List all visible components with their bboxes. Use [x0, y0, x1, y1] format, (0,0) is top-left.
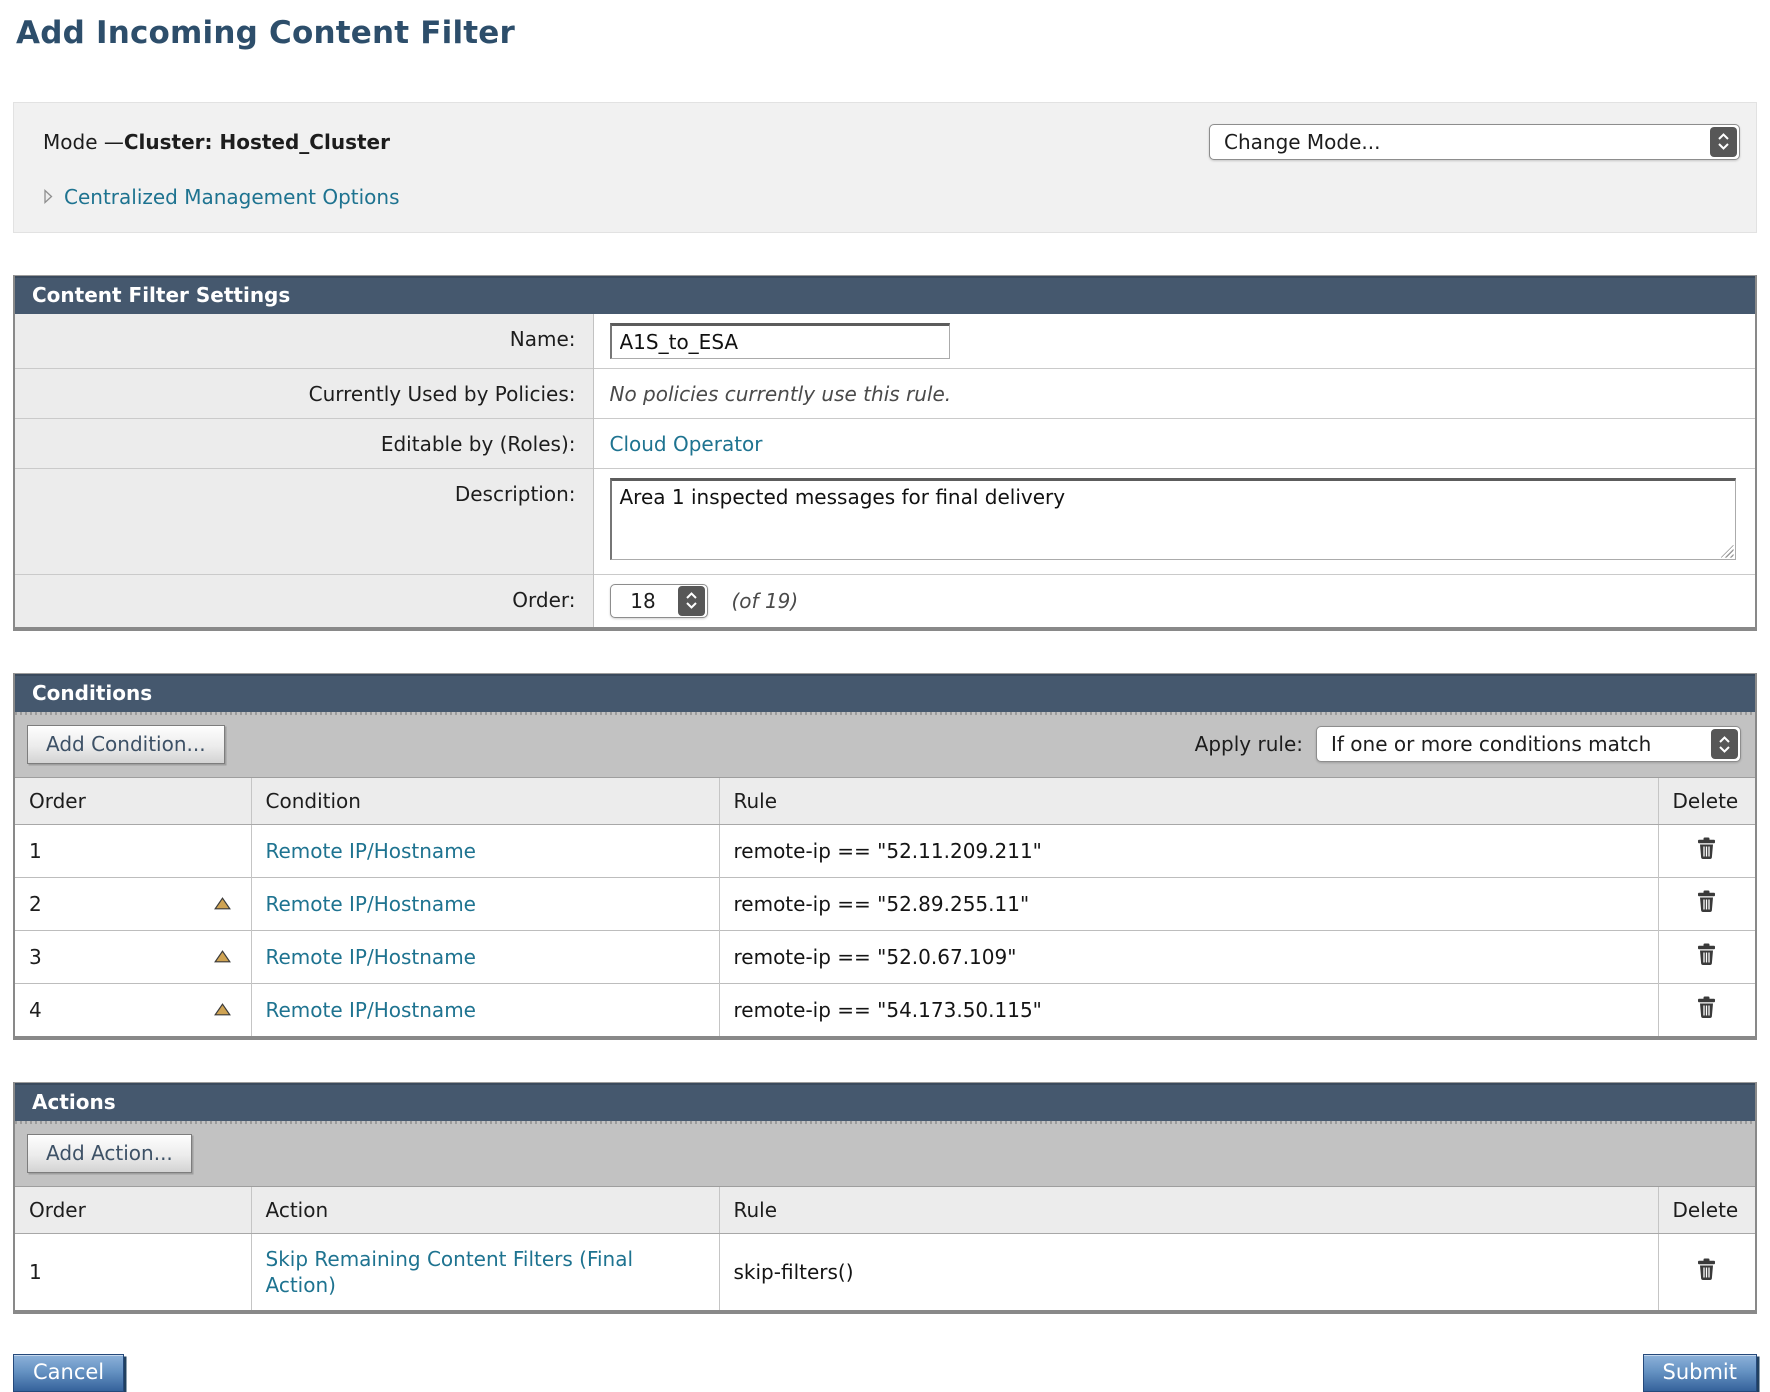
- condition-link[interactable]: Remote IP/Hostname: [265, 891, 476, 916]
- condition-link[interactable]: Remote IP/Hostname: [265, 944, 476, 969]
- mode-text: Mode —Cluster: Hosted_Cluster: [31, 130, 390, 154]
- actions-panel-header: Actions: [15, 1082, 1755, 1121]
- condition-row: 1 Remote IP/Hostname remote-ip == "52.11…: [15, 823, 1755, 878]
- change-mode-select[interactable]: Change Mode...: [1209, 123, 1740, 160]
- cancel-button[interactable]: Cancel: [13, 1353, 125, 1392]
- action-link[interactable]: Skip Remaining Content Filters (Final Ac…: [265, 1246, 634, 1297]
- condition-rule: remote-ip == "52.89.255.11": [733, 891, 1030, 916]
- trash-icon[interactable]: [1696, 943, 1717, 966]
- settings-table: Name: Currently Used by Policies: No pol…: [15, 313, 1755, 627]
- apply-rule-label: Apply rule:: [1194, 732, 1303, 757]
- action-row: 1 Skip Remaining Content Filters (Final …: [15, 1232, 1755, 1310]
- col-order: Order: [15, 1186, 252, 1234]
- conditions-toolbar: Add Condition... Apply rule: If one or m…: [15, 711, 1755, 778]
- col-delete: Delete: [1658, 1186, 1755, 1234]
- condition-order: 4: [29, 997, 42, 1022]
- settings-row-name: Name:: [15, 313, 1755, 369]
- col-rule: Rule: [719, 777, 1659, 825]
- mode-row: Mode —Cluster: Hosted_Cluster Change Mod…: [31, 123, 1740, 160]
- condition-rule: remote-ip == "54.173.50.115": [733, 997, 1042, 1022]
- description-label: Description:: [15, 467, 594, 575]
- triangle-right-icon[interactable]: [43, 189, 53, 205]
- col-action: Action: [251, 1186, 720, 1234]
- condition-link[interactable]: Remote IP/Hostname: [265, 838, 476, 863]
- centralized-management-options-link[interactable]: Centralized Management Options: [64, 184, 400, 209]
- mode-value: Cluster: Hosted_Cluster: [123, 129, 390, 154]
- policies-value: No policies currently use this rule.: [609, 381, 952, 406]
- settings-panel-header: Content Filter Settings: [15, 275, 1755, 314]
- policies-label: Currently Used by Policies:: [15, 367, 594, 419]
- action-order: 1: [29, 1259, 42, 1284]
- content-filter-settings-panel: Content Filter Settings Name: Currently …: [13, 274, 1757, 631]
- apply-rule-group: Apply rule: If one or more conditions ma…: [1194, 726, 1743, 763]
- actions-table: Order Action Rule Delete 1 Skip Remainin…: [15, 1186, 1755, 1310]
- centralized-management-row: Centralized Management Options: [31, 185, 1740, 209]
- condition-order: 1: [29, 838, 42, 863]
- order-select[interactable]: 18: [609, 583, 708, 618]
- actions-header-row: Order Action Rule Delete: [15, 1186, 1755, 1234]
- name-input[interactable]: [609, 322, 950, 359]
- condition-link[interactable]: Remote IP/Hostname: [265, 997, 476, 1022]
- trash-icon[interactable]: [1696, 1258, 1717, 1281]
- editable-label: Editable by (Roles):: [15, 417, 594, 469]
- condition-rule: remote-ip == "52.11.209.211": [733, 838, 1042, 863]
- description-textarea[interactable]: Area 1 inspected messages for final deli…: [609, 477, 1736, 560]
- conditions-header-row: Order Condition Rule Delete: [15, 777, 1755, 825]
- triangle-up-icon[interactable]: [213, 897, 231, 910]
- trash-icon[interactable]: [1696, 837, 1717, 860]
- add-condition-button[interactable]: Add Condition...: [27, 724, 225, 764]
- settings-row-editable: Editable by (Roles): Cloud Operator: [15, 417, 1755, 469]
- settings-row-policies: Currently Used by Policies: No policies …: [15, 367, 1755, 419]
- change-mode-select-value: Change Mode...: [1224, 129, 1381, 154]
- trash-icon[interactable]: [1696, 890, 1717, 913]
- condition-rule: remote-ip == "52.0.67.109": [733, 944, 1017, 969]
- conditions-table: Order Condition Rule Delete 1 Remote IP/…: [15, 777, 1755, 1036]
- page-title: Add Incoming Content Filter: [16, 15, 516, 51]
- action-rule: skip-filters(): [733, 1259, 854, 1284]
- name-label: Name:: [15, 313, 594, 369]
- condition-row: 3 Remote IP/Hostname remote-ip == "52.0.…: [15, 929, 1755, 984]
- settings-row-description: Description: Area 1 inspected messages f…: [15, 467, 1755, 575]
- up-down-chevrons-icon: [1711, 729, 1738, 760]
- condition-order: 2: [29, 891, 42, 916]
- col-order: Order: [15, 777, 252, 825]
- triangle-up-icon[interactable]: [213, 950, 231, 963]
- trash-icon[interactable]: [1696, 996, 1717, 1019]
- triangle-up-icon[interactable]: [213, 1003, 231, 1016]
- mode-panel: Mode —Cluster: Hosted_Cluster Change Mod…: [13, 101, 1757, 233]
- order-select-value: 18: [630, 588, 656, 613]
- order-label: Order:: [15, 573, 594, 627]
- up-down-chevrons-icon: [677, 585, 705, 616]
- actions-toolbar: Add Action...: [15, 1120, 1755, 1187]
- condition-order: 3: [29, 944, 42, 969]
- editable-roles-link[interactable]: Cloud Operator: [609, 431, 763, 456]
- order-total-label: (of 19): [731, 588, 799, 613]
- col-condition: Condition: [251, 777, 720, 825]
- actions-panel: Actions Add Action... Order Action Rule …: [13, 1081, 1757, 1314]
- conditions-panel-header: Conditions: [15, 673, 1755, 712]
- submit-button[interactable]: Submit: [1642, 1353, 1757, 1392]
- condition-row: 4 Remote IP/Hostname remote-ip == "54.17…: [15, 982, 1755, 1036]
- conditions-panel: Conditions Add Condition... Apply rule: …: [13, 672, 1757, 1040]
- add-action-button[interactable]: Add Action...: [27, 1133, 192, 1173]
- settings-row-order: Order: 18 (of 19): [15, 573, 1755, 627]
- col-delete: Delete: [1658, 777, 1755, 825]
- footer: Cancel Submit: [13, 1353, 1757, 1392]
- up-down-chevrons-icon: [1710, 126, 1737, 157]
- apply-rule-select[interactable]: If one or more conditions match: [1316, 726, 1741, 763]
- mode-label: Mode —: [43, 129, 124, 154]
- col-rule: Rule: [719, 1186, 1659, 1234]
- apply-rule-select-value: If one or more conditions match: [1331, 732, 1652, 757]
- condition-row: 2 Remote IP/Hostname remote-ip == "52.89…: [15, 876, 1755, 931]
